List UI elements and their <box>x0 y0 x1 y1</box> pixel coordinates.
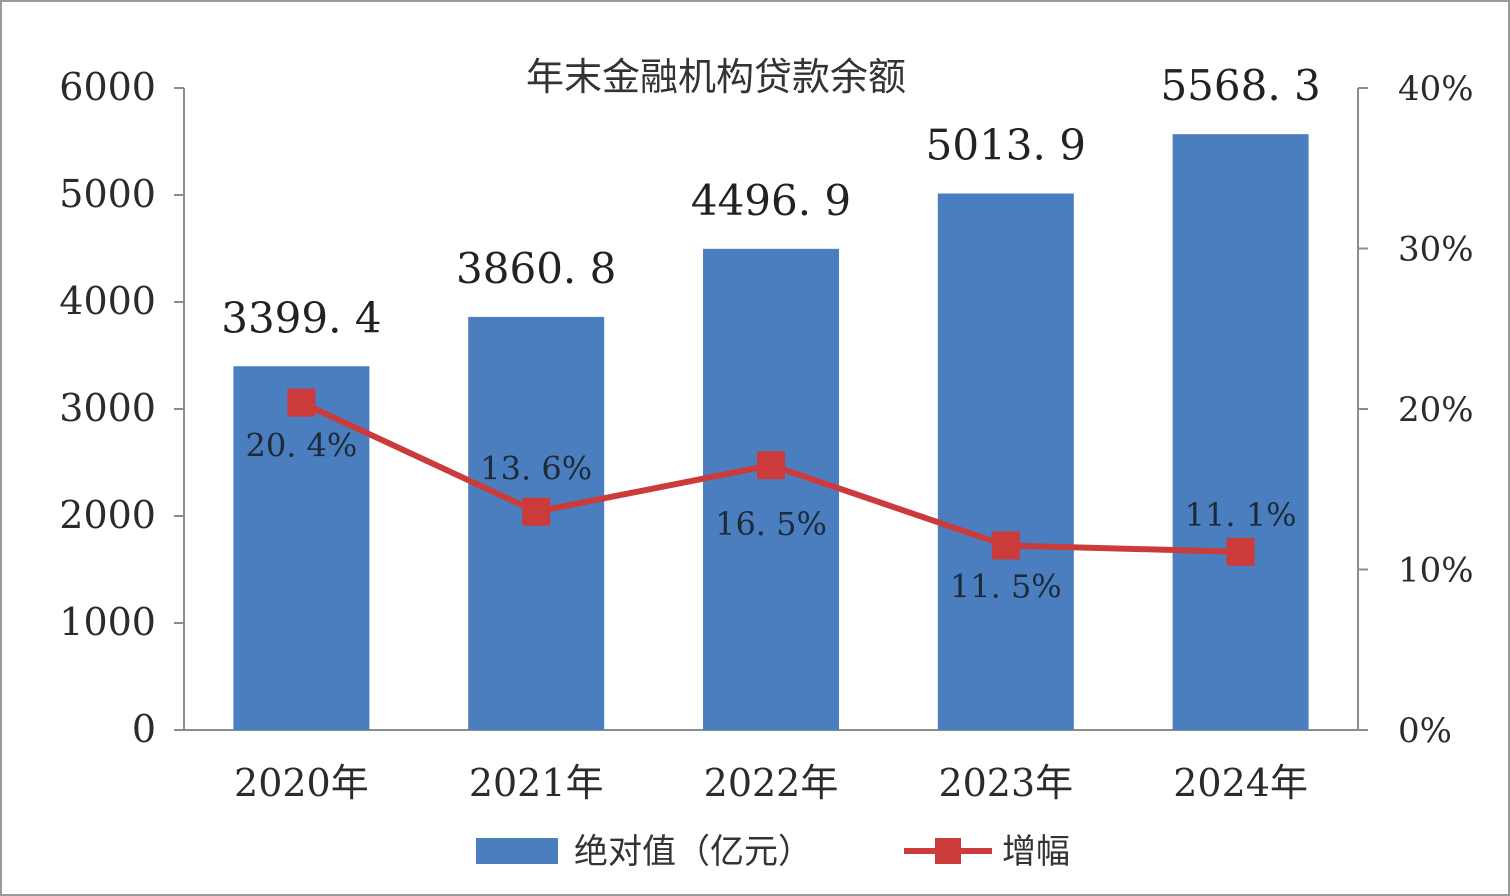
bar-value-label: 3399. 4 <box>221 293 381 342</box>
line-series <box>287 388 1255 566</box>
bar-value-label: 3860. 8 <box>456 244 616 293</box>
y-left-tick-label: 6000 <box>59 65 156 109</box>
y-right-tick-label: 40% <box>1398 69 1474 109</box>
y-right-tick-label: 30% <box>1398 230 1474 270</box>
y-left-tick-label: 3000 <box>59 386 156 430</box>
bar-value-label: 4496. 9 <box>691 176 851 225</box>
bar-value-label: 5568. 3 <box>1160 61 1320 110</box>
growth-value-label: 11. 1% <box>1185 496 1297 534</box>
legend-line-marker <box>935 838 961 864</box>
legend: 绝对值（亿元） 增幅 <box>476 832 1070 872</box>
chart-title: 年末金融机构贷款余额 <box>526 55 906 99</box>
x-tick-label: 2022年 <box>704 761 839 805</box>
y-left-tick-label: 1000 <box>59 600 156 644</box>
growth-value-label: 16. 5% <box>715 505 827 543</box>
bar-value-label: 5013. 9 <box>926 121 1086 170</box>
bar <box>233 366 370 730</box>
y-right-tick-label: 10% <box>1398 551 1474 591</box>
growth-value-label: 11. 5% <box>950 567 1062 605</box>
growth-value-label: 20. 4% <box>245 427 357 465</box>
legend-bar-swatch <box>476 838 558 864</box>
growth-marker <box>991 531 1020 560</box>
bar <box>703 248 839 730</box>
legend-bar-label: 绝对值（亿元） <box>574 832 812 872</box>
y-left-tick-label: 0 <box>132 707 156 751</box>
x-tick-label: 2024年 <box>1173 761 1308 805</box>
y-left-tick-label: 5000 <box>59 172 156 216</box>
growth-marker <box>757 451 785 480</box>
x-tick-label: 2021年 <box>469 761 604 805</box>
y-left-tick-label: 2000 <box>59 493 156 537</box>
x-tick-label: 2020年 <box>234 761 369 805</box>
data-labels: 3399. 4 3860. 8 4496. 9 5013. 9 5568. 3 20. 4… <box>221 61 1321 605</box>
bar <box>1172 134 1309 730</box>
growth-marker <box>1226 537 1255 566</box>
axes: 0 1000 2000 3000 4000 5000 6000 0% 10% 20% 30% 40% 2… <box>59 65 1473 805</box>
y-right-tick-label: 0% <box>1398 711 1452 751</box>
y-left-tick-label: 4000 <box>59 279 156 323</box>
growth-marker <box>522 497 551 526</box>
growth-marker <box>287 388 316 417</box>
bar <box>937 193 1074 730</box>
y-right-tick-label: 20% <box>1398 390 1474 430</box>
x-tick-label: 2023年 <box>938 761 1073 805</box>
growth-value-label: 13. 6% <box>480 450 592 488</box>
legend-line-label: 增幅 <box>1002 832 1070 872</box>
